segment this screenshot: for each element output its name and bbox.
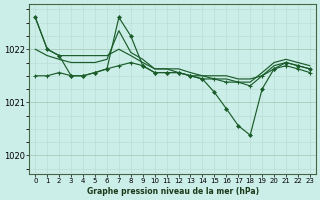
X-axis label: Graphe pression niveau de la mer (hPa): Graphe pression niveau de la mer (hPa)	[86, 187, 259, 196]
